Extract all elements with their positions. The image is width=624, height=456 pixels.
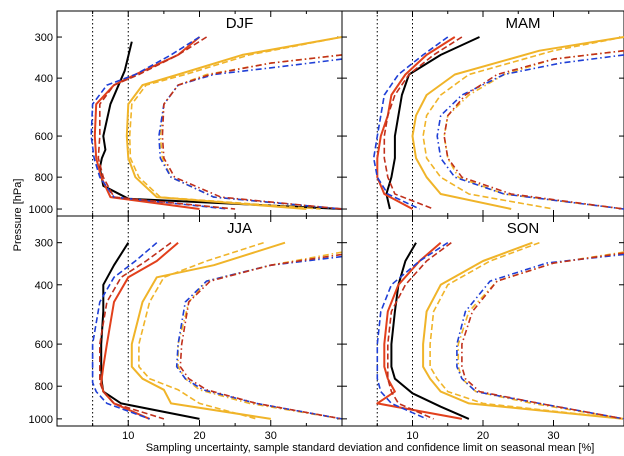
panels: 300 400 600 800 1000 DJF MAM 300 400 600 800 1000 10… bbox=[29, 10, 624, 442]
series-line-orange-solid bbox=[411, 36, 624, 210]
series-line-darkred-dashed bbox=[97, 36, 236, 210]
series-line-blue-dashed bbox=[372, 36, 449, 210]
panel-jja: 300 400 600 800 1000 10 20 30 JJA bbox=[29, 215, 343, 442]
series-line-blue-dashed bbox=[91, 242, 158, 420]
series-line-orange-dashdot bbox=[177, 251, 342, 420]
series-line-blue-dashdot bbox=[436, 54, 624, 210]
x-tick-label: 10 bbox=[122, 430, 134, 442]
x-axis-label: Sampling uncertainty, sample standard de… bbox=[146, 442, 595, 454]
y-tick-label: 600 bbox=[35, 339, 53, 351]
series-line-black-solid bbox=[385, 36, 480, 210]
series-group bbox=[90, 36, 342, 210]
panel-frame bbox=[341, 10, 624, 217]
y-tick-label: 300 bbox=[35, 238, 53, 250]
x-tick-label: 30 bbox=[547, 430, 559, 442]
panel-mam: MAM bbox=[341, 10, 624, 217]
series-group bbox=[91, 241, 342, 420]
y-tick-label: 300 bbox=[35, 32, 53, 44]
series-line-darkred-dashed bbox=[386, 242, 452, 420]
series-line-orange-dashed bbox=[128, 36, 342, 210]
x-tick-label: 30 bbox=[265, 430, 277, 442]
series-line-black-solid bbox=[98, 41, 342, 210]
panel-djf: 300 400 600 800 1000 DJF bbox=[29, 10, 343, 217]
series-line-blue-dashdot bbox=[175, 255, 342, 420]
y-tick-label: 800 bbox=[35, 381, 53, 393]
x-tick-label: 20 bbox=[193, 430, 205, 442]
x-tick-label: 20 bbox=[477, 430, 489, 442]
series-line-orange-dashed bbox=[138, 241, 264, 420]
series-line-darkred-dashdot bbox=[161, 54, 342, 210]
series-group bbox=[376, 241, 624, 420]
series-line-black-solid bbox=[100, 242, 200, 420]
series-line-orange-dashed bbox=[422, 36, 624, 210]
series-line-blue-dashdot bbox=[158, 58, 342, 210]
y-axis-label: Pressure [hPa] bbox=[12, 179, 24, 252]
panel-son: 10 20 30 SON bbox=[341, 215, 624, 442]
panel-title: SON bbox=[507, 220, 540, 237]
y-tick-label: 1000 bbox=[29, 204, 53, 216]
series-line-darkred-dashdot bbox=[461, 252, 624, 420]
panel-frame bbox=[56, 215, 343, 427]
series-line-darkred-dashdot bbox=[443, 49, 624, 210]
panel-title: DJF bbox=[226, 15, 254, 32]
series-line-red-solid bbox=[100, 241, 179, 420]
series-line-orange-dashdot bbox=[457, 251, 624, 420]
series-group bbox=[372, 36, 624, 210]
panel-title: MAM bbox=[506, 15, 541, 32]
series-line-orange-dashdot bbox=[159, 54, 342, 210]
y-tick-label: 400 bbox=[35, 73, 53, 85]
series-line-blue-dashed bbox=[90, 36, 229, 210]
y-tick-label: 600 bbox=[35, 131, 53, 143]
series-line-red-solid bbox=[376, 36, 456, 210]
series-line-blue-dashdot bbox=[456, 253, 624, 420]
series-line-red-solid bbox=[376, 241, 463, 420]
series-line-orange-dashed bbox=[429, 241, 624, 420]
series-line-darkred-dashed bbox=[99, 242, 172, 420]
series-line-orange-solid bbox=[125, 36, 342, 210]
y-tick-label: 1000 bbox=[29, 414, 53, 426]
series-line-darkred-dashdot bbox=[179, 253, 342, 420]
series-line-black-solid bbox=[390, 242, 470, 420]
y-tick-label: 800 bbox=[35, 172, 53, 184]
y-tick-label: 400 bbox=[35, 280, 53, 292]
x-tick-label: 10 bbox=[406, 430, 418, 442]
series-line-orange-solid bbox=[130, 241, 286, 420]
panel-title: JJA bbox=[227, 220, 252, 237]
series-line-orange-solid bbox=[422, 241, 624, 420]
series-line-darkred-dashed bbox=[383, 36, 463, 210]
